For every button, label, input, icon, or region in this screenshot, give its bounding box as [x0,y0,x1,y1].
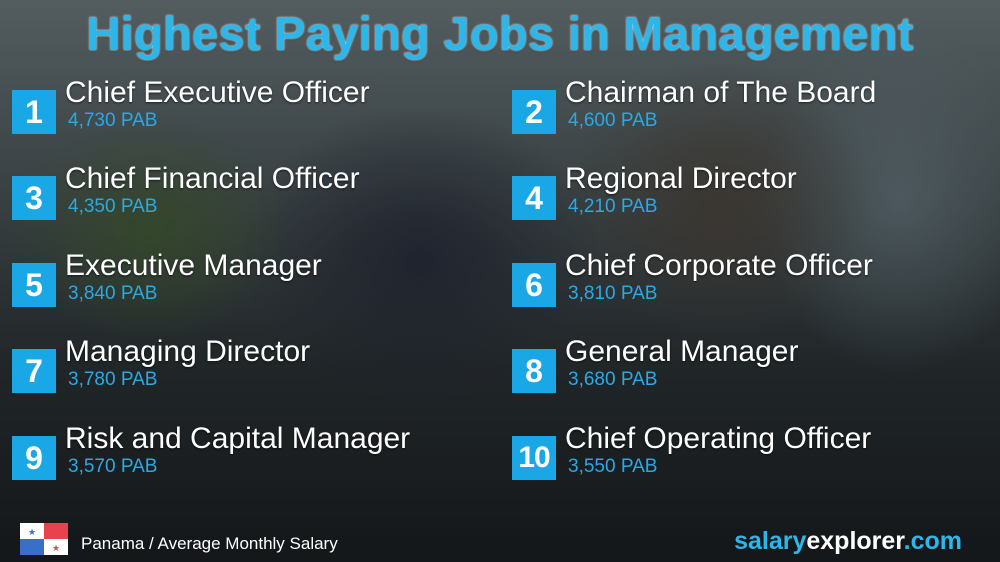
job-item: 4 Regional Director 4,210 PAB [512,162,982,246]
job-title: Chief Financial Officer [65,162,360,195]
rank-badge: 2 [512,90,556,134]
job-salary: 4,210 PAB [568,196,658,217]
job-salary: 4,730 PAB [68,110,158,131]
job-item: 2 Chairman of The Board 4,600 PAB [512,76,982,160]
job-item: 7 Managing Director 3,780 PAB [12,335,482,419]
job-title: Chief Corporate Officer [565,249,873,282]
rank-badge: 3 [12,176,56,220]
job-item: 1 Chief Executive Officer 4,730 PAB [12,76,482,160]
svg-text:★: ★ [52,543,60,553]
job-title: General Manager [565,335,799,368]
job-item: 3 Chief Financial Officer 4,350 PAB [12,162,482,246]
job-salary: 3,570 PAB [68,456,158,477]
rank-badge: 10 [512,436,556,480]
job-salary: 3,810 PAB [568,283,658,304]
job-salary: 4,350 PAB [68,196,158,217]
rank-badge: 9 [12,436,56,480]
job-item: 8 General Manager 3,680 PAB [512,335,982,419]
job-title: Chief Executive Officer [65,76,370,109]
job-item: 10 Chief Operating Officer 3,550 PAB [512,422,982,506]
job-title: Executive Manager [65,249,322,282]
rank-badge: 1 [12,90,56,134]
job-title: Risk and Capital Manager [65,422,411,455]
brand-logo: salaryexplorer.com [734,527,962,555]
rank-badge: 8 [512,349,556,393]
footer-caption: Panama / Average Monthly Salary [81,534,338,553]
rank-badge: 4 [512,176,556,220]
rank-badge: 6 [512,263,556,307]
page-title: Highest Paying Jobs in Management [86,7,914,60]
job-salary: 3,840 PAB [68,283,158,304]
job-salary: 4,600 PAB [568,110,658,131]
job-salary: 3,780 PAB [68,369,158,390]
job-title: Chief Operating Officer [565,422,872,455]
svg-text:★: ★ [28,527,36,537]
job-item: 6 Chief Corporate Officer 3,810 PAB [512,249,982,333]
job-title: Chairman of The Board [565,76,877,109]
job-item: 9 Risk and Capital Manager 3,570 PAB [12,422,482,506]
rank-badge: 5 [12,263,56,307]
panama-flag-icon: ★ ★ [20,523,68,555]
job-title: Regional Director [565,162,797,195]
job-title: Managing Director [65,335,311,368]
job-item: 5 Executive Manager 3,840 PAB [12,249,482,333]
job-salary: 3,550 PAB [568,456,658,477]
job-salary: 3,680 PAB [568,369,658,390]
rank-badge: 7 [12,349,56,393]
